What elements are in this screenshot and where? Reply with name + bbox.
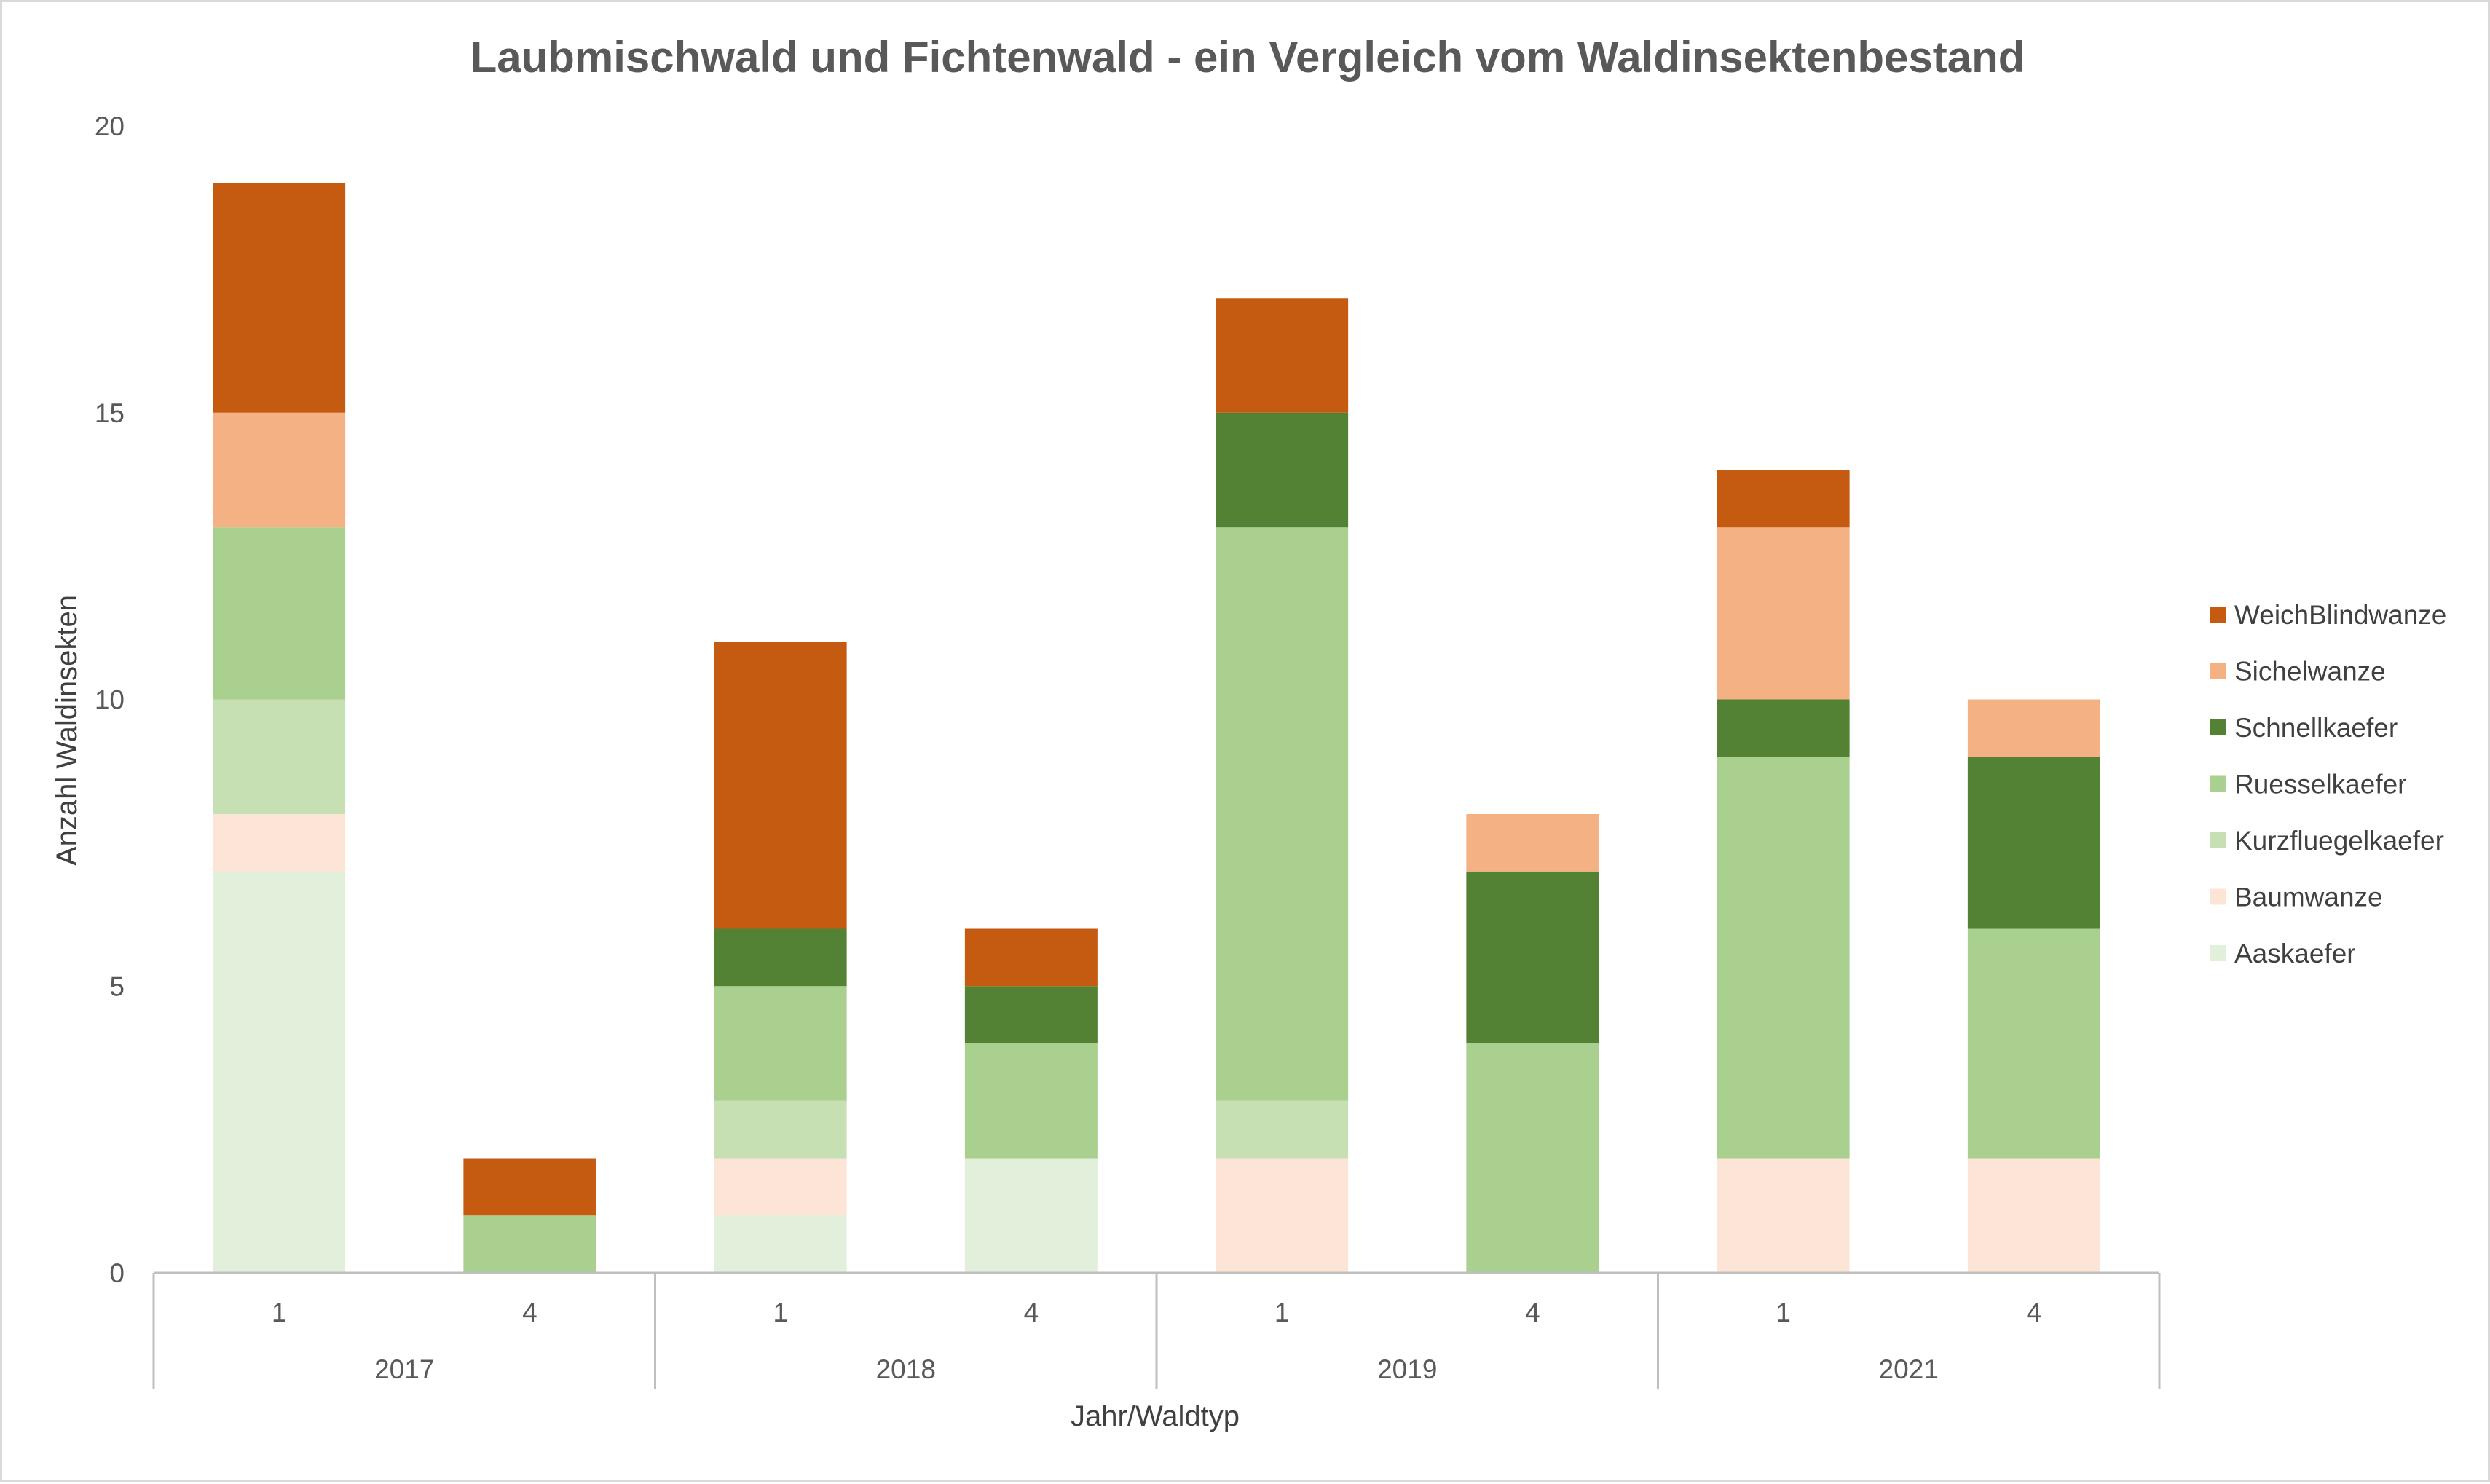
bar-segment xyxy=(1717,470,1850,528)
legend-label: Ruesselkaefer xyxy=(2234,770,2407,800)
bars-layer xyxy=(213,183,2100,1273)
legend-label: Schnellkaefer xyxy=(2234,713,2398,743)
bar-segment xyxy=(714,642,847,929)
bar-segment xyxy=(463,1158,596,1216)
legend-item: Baumwanze xyxy=(2210,883,2383,912)
bar-segment xyxy=(714,1158,847,1216)
legend-item: WeichBlindwanze xyxy=(2210,600,2446,630)
legend-swatch xyxy=(2210,719,2226,735)
bar-segment xyxy=(1717,1158,1850,1273)
bar-segment xyxy=(213,871,346,1273)
bar-segment xyxy=(1967,757,2100,929)
y-tick-label: 15 xyxy=(95,398,125,428)
x-category-label: 4 xyxy=(1525,1298,1540,1327)
chart-title: Laubmischwald und Fichtenwald - ein Verg… xyxy=(470,33,2025,82)
bar-segment xyxy=(1216,1158,1349,1273)
bar-segment xyxy=(1216,527,1349,1101)
x-group-label: 2017 xyxy=(374,1354,434,1384)
legend-item: Kurzfluegelkaefer xyxy=(2210,826,2444,856)
bar-segment xyxy=(1967,1158,2100,1273)
y-tick-label: 20 xyxy=(95,111,125,141)
legend-label: Kurzfluegelkaefer xyxy=(2234,826,2444,856)
bar-segment xyxy=(1967,928,2100,1159)
bar-segment xyxy=(1466,814,1599,872)
bar-segment xyxy=(964,1043,1098,1159)
bar-segment xyxy=(714,1100,847,1159)
bar-segment xyxy=(964,928,1098,987)
y-tick-label: 10 xyxy=(95,685,125,715)
legend-swatch xyxy=(2210,945,2226,961)
bar-segment xyxy=(714,1215,847,1273)
bar-segment xyxy=(213,412,346,528)
bar-segment xyxy=(1466,1043,1599,1273)
bar-segment xyxy=(1466,871,1599,1043)
x-category-label: 1 xyxy=(773,1298,788,1327)
bar-segment xyxy=(213,699,346,814)
x-category-label: 4 xyxy=(1024,1298,1039,1327)
bar-segment xyxy=(964,1158,1098,1273)
bar-segment xyxy=(1216,1100,1349,1159)
y-tick-label: 5 xyxy=(109,971,125,1001)
legend-item: Aaskaefer xyxy=(2210,939,2356,968)
bar-segment xyxy=(714,928,847,987)
legend: WeichBlindwanze Sichelwanze Schnellkaefer R… xyxy=(2210,600,2446,968)
legend-swatch xyxy=(2210,663,2226,679)
legend-label: Aaskaefer xyxy=(2234,939,2356,968)
bar-segment xyxy=(1717,527,1850,700)
bar-segment xyxy=(1717,699,1850,757)
legend-swatch xyxy=(2210,888,2226,905)
x-category-label: 4 xyxy=(2027,1298,2042,1327)
legend-swatch xyxy=(2210,832,2226,848)
legend-item: Sichelwanze xyxy=(2210,657,2386,687)
bar-segment xyxy=(213,527,346,700)
legend-item: Ruesselkaefer xyxy=(2210,770,2407,800)
x-category-label: 1 xyxy=(272,1298,287,1327)
y-axis-ticks: 0 5 10 15 20 xyxy=(95,111,125,1288)
legend-label: Baumwanze xyxy=(2234,883,2383,912)
bar-segment xyxy=(1216,412,1349,528)
legend-label: Sichelwanze xyxy=(2234,657,2386,687)
y-axis-title: Anzahl Waldinsekten xyxy=(51,595,83,866)
bar-segment xyxy=(213,183,346,413)
x-category-label: 1 xyxy=(1274,1298,1290,1327)
x-group-label: 2021 xyxy=(1879,1354,1939,1384)
bar-segment xyxy=(463,1215,596,1273)
x-axis: 1 4 1 4 1 4 1 4 2017 2018 2019 2021 xyxy=(152,1271,2161,1389)
legend-swatch xyxy=(2210,607,2226,623)
bar-segment xyxy=(964,986,1098,1043)
x-group-label: 2018 xyxy=(876,1354,936,1384)
x-category-label: 1 xyxy=(1776,1298,1791,1327)
legend-item: Schnellkaefer xyxy=(2210,713,2398,743)
x-category-label: 4 xyxy=(522,1298,537,1327)
bar-segment xyxy=(1717,757,1850,1159)
y-tick-label: 0 xyxy=(109,1258,125,1288)
x-group-label: 2019 xyxy=(1377,1354,1437,1384)
bar-segment xyxy=(1967,699,2100,757)
bar-segment xyxy=(1216,298,1349,413)
x-axis-title: Jahr/Waldtyp xyxy=(1071,1400,1240,1432)
legend-label: WeichBlindwanze xyxy=(2234,600,2446,630)
legend-swatch xyxy=(2210,775,2226,792)
bar-segment xyxy=(213,814,346,872)
bar-segment xyxy=(714,986,847,1101)
